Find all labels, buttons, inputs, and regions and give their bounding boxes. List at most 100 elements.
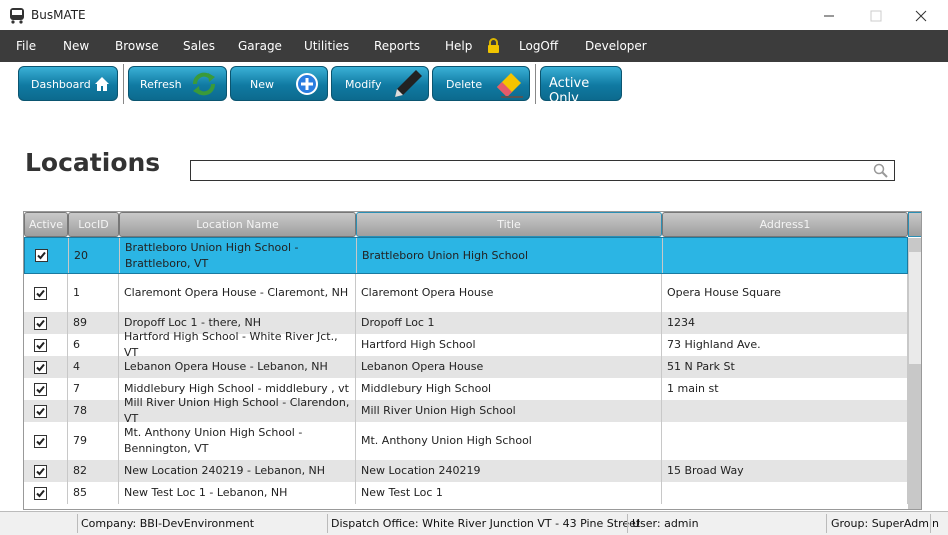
- grid-cell: Hartford High School: [356, 334, 662, 356]
- grid-row[interactable]: 6 Hartford High School - White River Jct.…: [24, 330, 908, 359]
- menu-item[interactable]: Sales: [183, 39, 215, 53]
- search-box[interactable]: [190, 160, 895, 181]
- menu-item[interactable]: Reports: [374, 39, 421, 53]
- grid-cell: Mt. Anthony Union High School - Benningt…: [119, 422, 356, 460]
- status-text: Company: BBI-DevEnvironment: [81, 517, 255, 530]
- grid-row[interactable]: 89 Dropoff Loc 1 - there, NH Dropoff Loc 1…: [24, 312, 908, 334]
- grid-cell: Mill River Union High School - Clarendon…: [119, 396, 356, 425]
- locid-text: 89: [73, 316, 87, 329]
- name-text: Lebanon Opera House - Lebanon, NH: [124, 360, 328, 373]
- locid-text: 20: [74, 248, 88, 262]
- column-header[interactable]: Address1: [662, 212, 908, 237]
- window-controls: [824, 10, 927, 22]
- locid-text: 1: [73, 286, 80, 299]
- status-text: Group: SuperAdmin: [831, 517, 939, 530]
- address-text: 15 Broad Way: [667, 464, 744, 477]
- button-label: Delete: [446, 78, 483, 91]
- status-separator: [77, 514, 78, 533]
- grid-cell: 51 N Park St: [662, 356, 908, 378]
- active-cell: [24, 422, 68, 460]
- active-checkbox[interactable]: [34, 360, 47, 374]
- check-mark: [36, 289, 45, 297]
- active-checkbox[interactable]: [34, 464, 47, 478]
- name-text: Middlebury High School - middlebury , vt: [124, 382, 349, 395]
- column-header[interactable]: Title: [356, 212, 662, 237]
- title-text: Middlebury High School: [361, 382, 492, 395]
- grid-row[interactable]: 85 New Test Loc 1 - Lebanon, NH New Test L…: [24, 482, 908, 504]
- grid-cell: New Location 240219: [356, 460, 662, 482]
- column-chooser[interactable]: [908, 212, 921, 237]
- active-checkbox[interactable]: [34, 434, 47, 448]
- menu-item[interactable]: Browse: [115, 39, 159, 53]
- toolbar-button[interactable]: Delete: [432, 66, 530, 101]
- grid-cell: 89: [68, 312, 119, 334]
- grid-row[interactable]: 20 Brattleboro Union High School - Brattl…: [24, 237, 909, 274]
- window-title: BusMATE: [31, 8, 86, 22]
- active-cell: [24, 274, 68, 312]
- grid-cell: Middlebury High School: [356, 378, 662, 400]
- toolbar-button[interactable]: Active Only: [540, 66, 622, 106]
- active-checkbox[interactable]: [34, 382, 47, 396]
- menu-item[interactable]: Utilities: [304, 39, 350, 53]
- grid-cell: 73 Highland Ave.: [662, 334, 908, 356]
- column-header[interactable]: Active: [24, 212, 68, 237]
- check-mark: [36, 363, 45, 371]
- active-checkbox[interactable]: [34, 486, 47, 500]
- menu-item[interactable]: File: [16, 39, 37, 53]
- grid-cell: 82: [68, 460, 119, 482]
- grid-row[interactable]: 1 Claremont Opera House - Claremont, NH Cl…: [24, 274, 908, 312]
- scroll-thumb[interactable]: [909, 252, 921, 364]
- locid-text: 85: [73, 486, 87, 499]
- search-icon: [873, 163, 888, 178]
- grid-cell: New Test Loc 1: [356, 482, 662, 504]
- title-text: Claremont Opera House: [361, 286, 494, 299]
- address-text: 73 Highland Ave.: [667, 338, 761, 351]
- locid-text: 78: [73, 404, 87, 417]
- grid-row[interactable]: 4 Lebanon Opera House - Lebanon, NH Lebano…: [24, 356, 908, 378]
- menu-item[interactable]: Developer: [585, 39, 647, 53]
- grid-cell: 6: [68, 334, 119, 356]
- grid-cell: 79: [68, 422, 119, 460]
- active-cell: [24, 356, 68, 378]
- active-checkbox[interactable]: [34, 316, 47, 330]
- title-text: Dropoff Loc 1: [361, 316, 435, 329]
- active-checkbox[interactable]: [34, 404, 47, 418]
- toolbar-button[interactable]: Refresh: [128, 66, 227, 101]
- name-text: Claremont Opera House - Claremont, NH: [124, 286, 349, 299]
- grid-cell: [662, 482, 908, 504]
- grid-row[interactable]: 78 Mill River Union High School - Clarend…: [24, 396, 908, 425]
- grid-cell: [662, 422, 908, 460]
- column-header[interactable]: Location Name: [119, 212, 356, 237]
- close[interactable]: [915, 10, 927, 22]
- grid-cell: 7: [68, 378, 119, 400]
- status-bar: Company: BBI-DevEnvironment Dispatch Offi…: [0, 511, 948, 535]
- menu-item[interactable]: Garage: [238, 39, 282, 53]
- scrollbar[interactable]: [908, 238, 921, 509]
- locid-text: 6: [73, 338, 80, 351]
- grid-cell: 4: [68, 356, 119, 378]
- active-checkbox[interactable]: [34, 338, 47, 352]
- grid-row[interactable]: 7 Middlebury High School - middlebury , v…: [24, 378, 908, 400]
- grid-cell: Claremont Opera House: [356, 274, 662, 312]
- grid-row[interactable]: 79 Mt. Anthony Union High School - Bennin…: [24, 422, 908, 460]
- active-cell: [25, 238, 69, 273]
- maximize[interactable]: [870, 10, 882, 22]
- active-checkbox[interactable]: [35, 249, 48, 262]
- grid-row[interactable]: 82 New Location 240219 - Lebanon, NH New L…: [24, 460, 908, 482]
- status-text: Dispatch Office: White River Junction VT…: [331, 517, 641, 530]
- grid-cell: Opera House Square: [662, 274, 908, 312]
- toolbar-button[interactable]: New: [230, 66, 328, 101]
- menu-item[interactable]: Help: [445, 39, 473, 53]
- toolbar-button[interactable]: Modify: [331, 66, 429, 101]
- button-label: New: [250, 78, 274, 91]
- menu-item[interactable]: LogOff: [519, 39, 559, 53]
- grid-cell: Middlebury High School - middlebury , vt: [119, 378, 356, 400]
- toolbar-button[interactable]: Dashboard: [18, 66, 118, 101]
- column-header[interactable]: LocID: [68, 212, 119, 237]
- menu-item[interactable]: New: [63, 39, 90, 53]
- grid-cell: New Test Loc 1 - Lebanon, NH: [119, 482, 356, 504]
- lock-icon: [488, 38, 499, 53]
- active-checkbox[interactable]: [34, 286, 47, 300]
- grid-cell: [663, 238, 909, 273]
- status-text: User: admin: [632, 517, 699, 530]
